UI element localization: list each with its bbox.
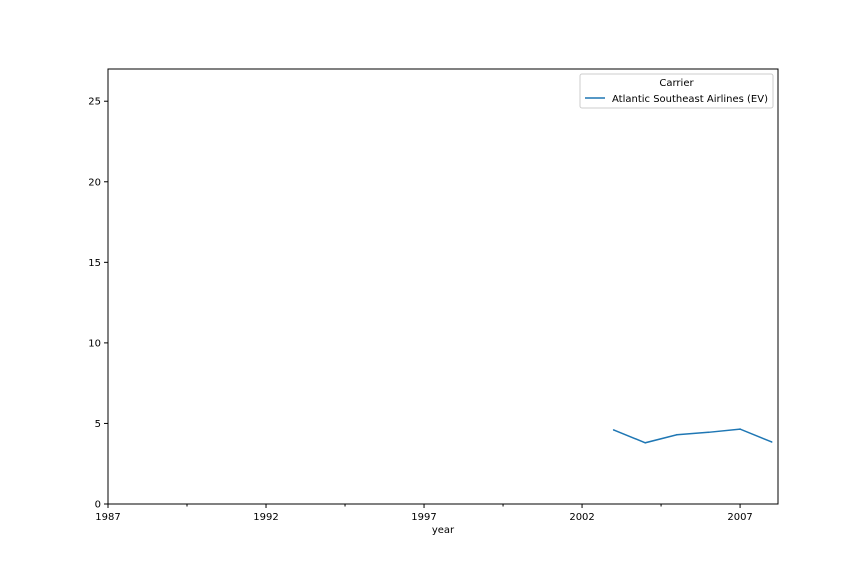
y-tick-label: 10 xyxy=(88,338,101,349)
x-tick-label: 2002 xyxy=(569,512,594,523)
data-point xyxy=(612,429,615,431)
y-axis: 0 5 10 15 20 25 xyxy=(88,97,108,511)
legend-title: Carrier xyxy=(659,78,694,89)
data-point xyxy=(676,433,678,436)
y-tick-label: 5 xyxy=(95,419,101,430)
x-axis-label: year xyxy=(432,525,455,536)
y-tick-label: 0 xyxy=(95,500,101,511)
legend-box xyxy=(579,73,774,109)
plot-area xyxy=(612,428,773,444)
x-tick-label: 1987 xyxy=(95,512,120,523)
data-point xyxy=(644,441,647,444)
y-tick-label: 25 xyxy=(88,97,101,108)
plot-frame xyxy=(107,68,779,505)
legend-series-label: Atlantic Southeast Airlines (EV) xyxy=(612,94,768,105)
series-line xyxy=(613,428,772,444)
y-tick-label: 15 xyxy=(88,258,101,269)
x-tick-label: 1992 xyxy=(253,512,278,523)
x-tick-label: 1997 xyxy=(411,512,436,523)
data-point xyxy=(770,441,773,443)
data-point xyxy=(707,431,710,434)
data-point xyxy=(739,428,741,430)
y-tick-label: 20 xyxy=(88,177,101,188)
x-tick-label: 2007 xyxy=(727,512,752,523)
legend: Carrier Atlantic Southeast Airlines (EV) xyxy=(579,73,774,109)
